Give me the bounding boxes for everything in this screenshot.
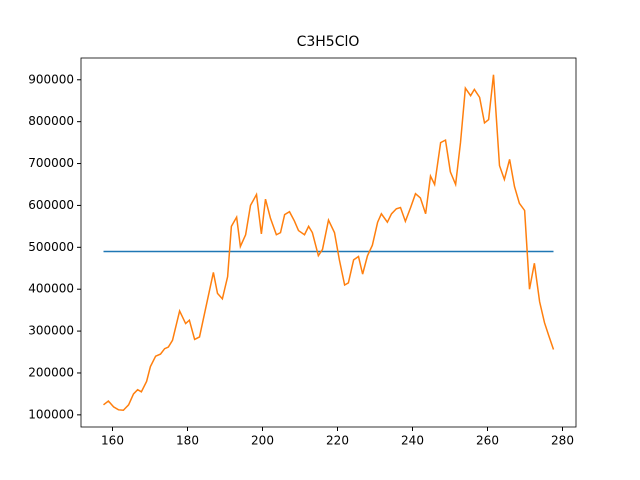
x-tick-label: 200: [251, 434, 274, 448]
x-tick-label: 180: [176, 434, 199, 448]
y-tick-label: 100000: [28, 407, 74, 421]
x-tick-label: 160: [101, 434, 124, 448]
y-tick-label: 500000: [28, 240, 74, 254]
x-tick-label: 260: [476, 434, 499, 448]
y-tick-label: 600000: [28, 198, 74, 212]
y-tick-label: 400000: [28, 282, 74, 296]
x-tick-label: 280: [551, 434, 574, 448]
y-tick-label: 700000: [28, 156, 74, 170]
x-tick-label: 240: [401, 434, 424, 448]
plot-frame: [80, 57, 577, 428]
data-line: [103, 74, 555, 412]
y-tick-label: 900000: [28, 72, 74, 86]
chart-title: C3H5ClO: [297, 34, 360, 50]
x-tick-label: 220: [326, 434, 349, 448]
y-tick-label: 300000: [28, 324, 74, 338]
y-tick-label: 800000: [28, 114, 74, 128]
y-tick-label: 200000: [28, 365, 74, 379]
